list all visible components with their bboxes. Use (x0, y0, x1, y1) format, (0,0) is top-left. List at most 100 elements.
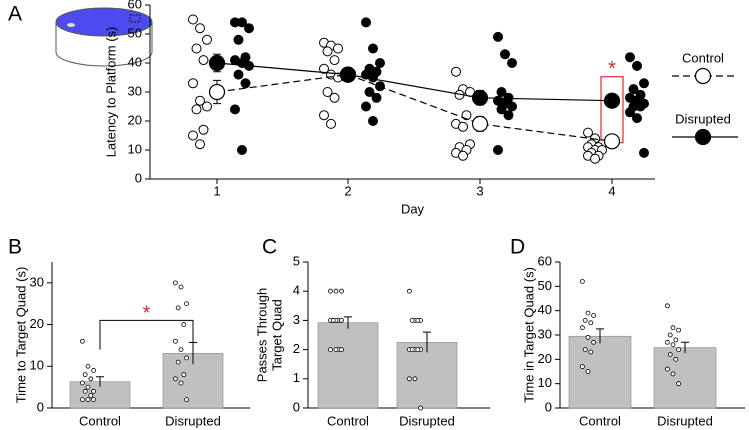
data-point (585, 310, 591, 316)
data-point (580, 279, 585, 284)
data-point (368, 116, 378, 126)
data-point (195, 23, 205, 34)
data-point (364, 87, 375, 97)
data-point (91, 368, 96, 373)
y-tick-label: 40 (538, 302, 552, 317)
data-point (588, 349, 594, 355)
data-point (415, 317, 421, 323)
y-tick-label: 50 (128, 25, 142, 40)
data-point (418, 405, 424, 411)
data-point (80, 338, 85, 344)
mean-marker (208, 54, 226, 72)
data-point (676, 327, 681, 333)
data-point (673, 337, 679, 343)
mean-marker (603, 92, 621, 109)
data-point (172, 376, 178, 382)
data-point (368, 72, 378, 83)
y-tick-label: 10 (538, 375, 552, 390)
data-point (412, 376, 418, 382)
data-point (415, 347, 421, 353)
data-point (585, 369, 591, 374)
y-tick-label: 0 (135, 170, 142, 185)
data-point (327, 288, 333, 294)
y-tick-label: 40 (128, 54, 142, 69)
bar (653, 347, 717, 409)
data-point (371, 92, 382, 103)
panel-letter: C (262, 236, 277, 259)
x-tick-label: 3 (476, 183, 483, 198)
data-point (191, 43, 202, 54)
data-point (507, 101, 517, 112)
data-point (639, 147, 649, 158)
error-bar (596, 328, 604, 344)
data-point (375, 58, 385, 68)
data-point (632, 60, 642, 71)
x-tick-label: 4 (608, 183, 615, 198)
data-point (585, 335, 591, 340)
data-point (503, 110, 514, 121)
data-point (88, 376, 94, 382)
data-point (195, 95, 205, 106)
data-point (237, 17, 247, 28)
y-tick-label: 4 (293, 283, 300, 298)
data-point (409, 347, 415, 353)
data-point (178, 347, 184, 353)
data-point (591, 313, 596, 318)
bar (568, 335, 632, 409)
y-tick-label: 60 (538, 253, 552, 268)
data-point (361, 101, 371, 112)
panel-letter: B (8, 236, 22, 259)
data-point (319, 110, 329, 121)
data-point (361, 17, 371, 28)
data-point (665, 366, 670, 372)
data-point (496, 87, 507, 97)
y-axis-label: Passes Through (254, 288, 269, 382)
data-point (198, 55, 209, 66)
data-point (667, 332, 673, 338)
data-point (85, 384, 91, 390)
y-tick-label: 3 (293, 312, 300, 327)
x-tick-label: Disrupted (399, 413, 455, 428)
data-point (244, 23, 254, 34)
y-tick-label: 10 (128, 141, 142, 156)
data-point (319, 63, 329, 74)
bar (396, 341, 458, 409)
data-point (493, 31, 503, 42)
data-point (80, 380, 85, 386)
data-point (322, 46, 333, 57)
data-point (500, 49, 510, 60)
data-point (230, 104, 240, 115)
data-point (172, 280, 178, 286)
data-point (632, 113, 642, 124)
data-point (368, 43, 378, 54)
mean-marker (339, 66, 357, 83)
data-point (181, 372, 187, 378)
data-point (80, 397, 85, 403)
series-line (216, 62, 613, 102)
x-tick-label: Disrupted (165, 413, 221, 428)
data-point (91, 388, 96, 394)
data-point (582, 347, 588, 353)
data-point (188, 78, 198, 89)
data-point (330, 317, 336, 323)
data-point (175, 305, 181, 311)
data-point (329, 92, 340, 103)
data-point (82, 388, 88, 394)
series-line (216, 73, 613, 142)
data-point (184, 397, 190, 403)
x-tick-label: Disrupted (657, 413, 713, 428)
data-point (625, 52, 635, 63)
data-point (582, 317, 588, 323)
data-point (198, 124, 209, 135)
data-point (339, 347, 345, 353)
y-axis-label: Time in Target Quad (s) (521, 267, 536, 403)
data-point (670, 325, 676, 331)
legend-marker (694, 67, 712, 85)
significance-bracket (99, 319, 194, 350)
bar (317, 322, 379, 409)
data-point (590, 153, 600, 164)
x-tick-label: 1 (213, 183, 220, 198)
data-point (240, 78, 251, 89)
panel-letter: A (8, 3, 22, 26)
